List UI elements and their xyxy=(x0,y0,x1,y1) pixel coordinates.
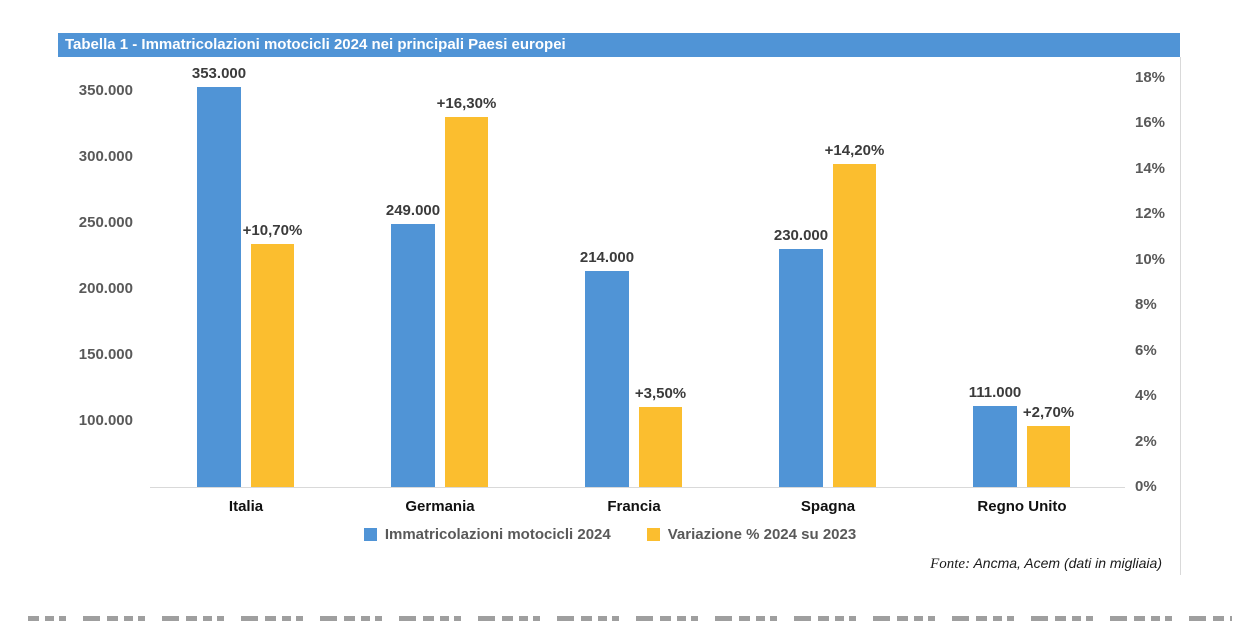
bar-registrations-spagna xyxy=(779,249,823,487)
bar-variation-spagna xyxy=(833,164,876,487)
value-label-variation-italia: +10,70% xyxy=(242,222,303,239)
category-label-francia: Francia xyxy=(607,498,661,515)
value-label-variation-francia: +3,50% xyxy=(634,385,687,402)
right-axis-tick: 8% xyxy=(1135,296,1157,314)
value-label-variation-regno-unito: +2,70% xyxy=(1022,404,1075,421)
value-label-registrations-italia: 353.000 xyxy=(191,65,247,82)
category-label-italia: Italia xyxy=(228,498,264,515)
chart-title: Tabella 1 - Immatricolazioni motocicli 2… xyxy=(65,36,566,53)
category-label-germania: Germania xyxy=(405,498,475,515)
legend-label: Immatricolazioni motocicli 2024 xyxy=(384,525,611,543)
right-axis-tick: 6% xyxy=(1135,341,1157,359)
bar-variation-germania xyxy=(445,117,488,487)
legend-item-variazione-%-2024-su-2023: Variazione % 2024 su 2023 xyxy=(646,525,857,543)
right-axis-tick: 4% xyxy=(1135,387,1157,405)
left-axis-tick: 350.000 xyxy=(78,82,133,99)
left-axis-tick: 150.000 xyxy=(78,346,133,363)
right-axis-tick: 0% xyxy=(1135,478,1157,495)
legend-item-immatricolazioni-motocicli-2024: Immatricolazioni motocicli 2024 xyxy=(363,525,611,543)
category-label-spagna: Spagna xyxy=(800,498,856,515)
chart-border-right xyxy=(1180,57,1181,575)
legend-swatch-icon xyxy=(646,527,660,541)
left-axis-tick: 100.000 xyxy=(78,412,133,429)
left-axis-tick: 200.000 xyxy=(78,280,133,297)
source-text: Ancma, Acem (dati in migliaia) xyxy=(970,555,1162,571)
x-axis-line xyxy=(150,487,1125,488)
right-axis-tick: 14% xyxy=(1135,159,1166,177)
bar-variation-francia xyxy=(639,407,682,487)
legend-swatch-icon xyxy=(363,527,377,541)
value-label-registrations-francia: 214.000 xyxy=(579,249,635,266)
source-label: Fonte: xyxy=(930,556,971,572)
legend: Immatricolazioni motocicli 2024 Variazion… xyxy=(150,524,1070,544)
left-axis-tick: 250.000 xyxy=(78,214,133,231)
bar-variation-italia xyxy=(251,244,294,487)
left-axis-tick: 300.000 xyxy=(78,148,133,165)
right-axis-tick: 10% xyxy=(1135,250,1166,268)
category-label-regno-unito: Regno Unito xyxy=(977,498,1067,515)
bar-registrations-italia xyxy=(197,87,241,487)
legend-label: Variazione % 2024 su 2023 xyxy=(667,525,857,543)
value-label-variation-spagna: +14,20% xyxy=(824,142,885,159)
bar-registrations-francia xyxy=(585,271,629,487)
bar-registrations-germania xyxy=(391,224,435,487)
chart-title-bar: Tabella 1 - Immatricolazioni motocicli 2… xyxy=(58,33,1180,57)
right-axis-tick: 16% xyxy=(1135,114,1166,132)
value-label-registrations-regno-unito: 111.000 xyxy=(968,384,1022,401)
value-label-registrations-spagna: 230.000 xyxy=(773,227,829,244)
right-axis-tick: 12% xyxy=(1135,205,1166,223)
cutoff-text-fragments xyxy=(28,616,1232,621)
right-axis-tick: 2% xyxy=(1135,432,1157,450)
source-note: Fonte: Ancma, Acem (dati in migliaia) xyxy=(760,553,1162,573)
right-axis-tick: 18% xyxy=(1135,69,1166,86)
bar-variation-regno-unito xyxy=(1027,426,1070,487)
bar-registrations-regno-unito xyxy=(973,406,1017,487)
value-label-registrations-germania: 249.000 xyxy=(385,202,441,219)
value-label-variation-germania: +16,30% xyxy=(436,95,497,112)
